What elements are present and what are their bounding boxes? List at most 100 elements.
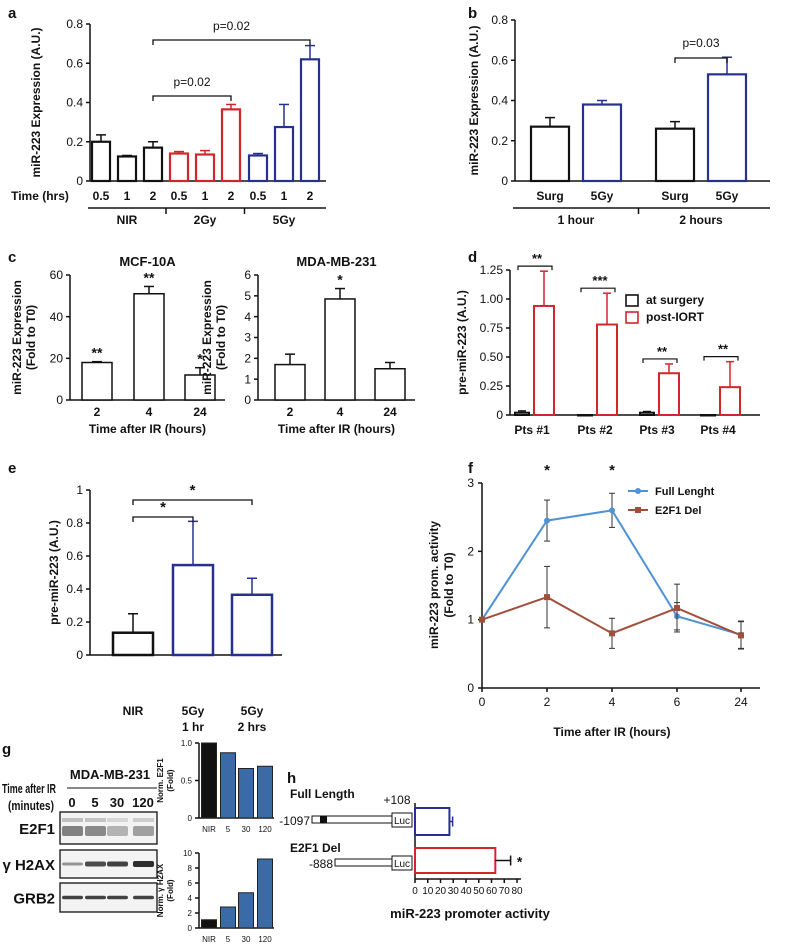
y-tick-label: 20 [50, 352, 64, 366]
blot-band [133, 818, 154, 822]
y-tick-label: 0 [56, 393, 63, 407]
legend-swatch [625, 294, 639, 307]
x-tick-label: NIR [202, 935, 216, 944]
bar [81, 361, 113, 401]
cell-line-label: MDA-MB-231 [70, 767, 150, 782]
bar [324, 298, 356, 401]
y-tick-label: 2 [244, 352, 251, 366]
panel-g1: 0 0.5 1.0 Norm. E2F1 (Fold) NIR 5 30 120 [156, 739, 274, 834]
x-tick-label: 50 [473, 886, 485, 897]
y-tick-label: 0.2 [66, 615, 83, 629]
significance-star: * [517, 854, 523, 870]
blot-band [107, 826, 128, 836]
bar [299, 58, 321, 183]
y-tick-label: 1 [467, 613, 474, 627]
x-tick-label: Surg [661, 189, 688, 203]
time-label: (minutes) [8, 798, 54, 813]
y-tick-label: 0.8 [491, 13, 508, 27]
significance-bracket [132, 499, 253, 505]
y-tick-label: 2 [188, 909, 193, 918]
y-tick-label: 5 [244, 289, 251, 303]
x-tick-label: 30 [242, 935, 251, 944]
x-tick-label: NIR [123, 704, 144, 718]
x-tick-label: 30 [242, 825, 251, 834]
luc-label: Luc [394, 859, 410, 870]
significance-star: ** [718, 342, 729, 357]
x-tick-label: 0.5 [250, 189, 267, 203]
legend-label: Full Lenght [655, 486, 715, 498]
chart-title: MCF-10A [119, 254, 176, 269]
x-tick-label: 4 [609, 695, 616, 709]
y-axis-label: (Fold to T0) [214, 305, 228, 370]
y-tick-label: 3 [467, 476, 474, 490]
bar [238, 892, 254, 929]
lane-label: 0 [68, 795, 75, 810]
panel-b: 0 0.2 0.4 0.6 0.8 miR-223 Expression (A.U.) Su… [467, 13, 770, 227]
x-tick-label: 60 [486, 886, 498, 897]
y-axis-label: (Fold to T0) [442, 552, 456, 617]
x-tick-label: 24 [734, 695, 748, 709]
significance-label: * [190, 482, 196, 499]
x-tick-label: 0.5 [93, 189, 110, 203]
x-tick-label: 2 [307, 189, 314, 203]
y-axis-label: miR-223 prom. activity [427, 521, 441, 649]
y-axis-label: pre-miR-223 (A.U.) [47, 520, 61, 625]
bar [201, 742, 217, 819]
blot-band [62, 862, 83, 866]
bar [90, 140, 112, 183]
blot-band [133, 826, 154, 836]
y-axis-label: pre-miR-223 (A.U.) [455, 290, 469, 395]
x-tick-label: 5Gy [182, 704, 205, 718]
y-tick-label: 0 [496, 408, 503, 422]
y-tick-label: 1 [244, 372, 251, 386]
bar [706, 73, 748, 183]
y-axis-label: Norm. γ H2AX [156, 863, 165, 917]
data-point [609, 630, 615, 637]
significance-star: * [337, 272, 343, 288]
y-tick-label: 0.50 [480, 350, 504, 364]
y-tick-label: 8 [188, 864, 193, 873]
x-tick-label: 70 [499, 886, 511, 897]
y-tick-label: 0 [188, 814, 193, 823]
panel-label-d: d [468, 249, 477, 266]
blot-band [62, 818, 83, 822]
bar [111, 631, 155, 657]
panel-label-g: g [2, 741, 11, 758]
x-tick-label: Pts #4 [700, 423, 736, 437]
blot-row-label: γ H2AX [2, 857, 55, 874]
bar [596, 323, 618, 416]
panel-label-e: e [8, 460, 16, 477]
significance-label: * [160, 499, 166, 516]
construct-start: -888 [309, 857, 333, 871]
panel-label-h: h [287, 770, 296, 787]
y-tick-label: 0.6 [491, 53, 508, 67]
y-tick-label: 0 [501, 174, 508, 188]
significance-label: p=0.03 [682, 36, 719, 50]
x-axis-label: Time after IR (hours) [553, 725, 670, 739]
bar [273, 125, 295, 183]
x-tick-label: 0.5 [171, 189, 188, 203]
bar [220, 906, 236, 929]
x-tick-label: 80 [511, 886, 523, 897]
bar [230, 593, 274, 657]
y-tick-label: 0.5 [181, 776, 193, 785]
bar [133, 293, 165, 401]
bar [654, 127, 696, 183]
x-tick-label: 5 [226, 935, 231, 944]
x-tick-label: 10 [422, 886, 434, 897]
significance-bracket [674, 57, 728, 63]
significance-star: ** [92, 345, 103, 361]
blot-band [107, 818, 128, 822]
significance-star: ** [144, 269, 155, 285]
bar [257, 858, 273, 929]
y-axis-label: (Fold) [166, 769, 175, 792]
blot-band [85, 861, 106, 867]
y-axis-label: miR-223 Expression (A.U.) [467, 25, 481, 175]
panel-g2: 0 2 4 6 8 10 Norm. γ H2AX (Fold) NIR 5 30 120 [156, 849, 274, 944]
y-tick-label: 0.2 [491, 134, 508, 148]
panel-label-f: f [468, 460, 474, 477]
significance-bracket [132, 516, 194, 522]
